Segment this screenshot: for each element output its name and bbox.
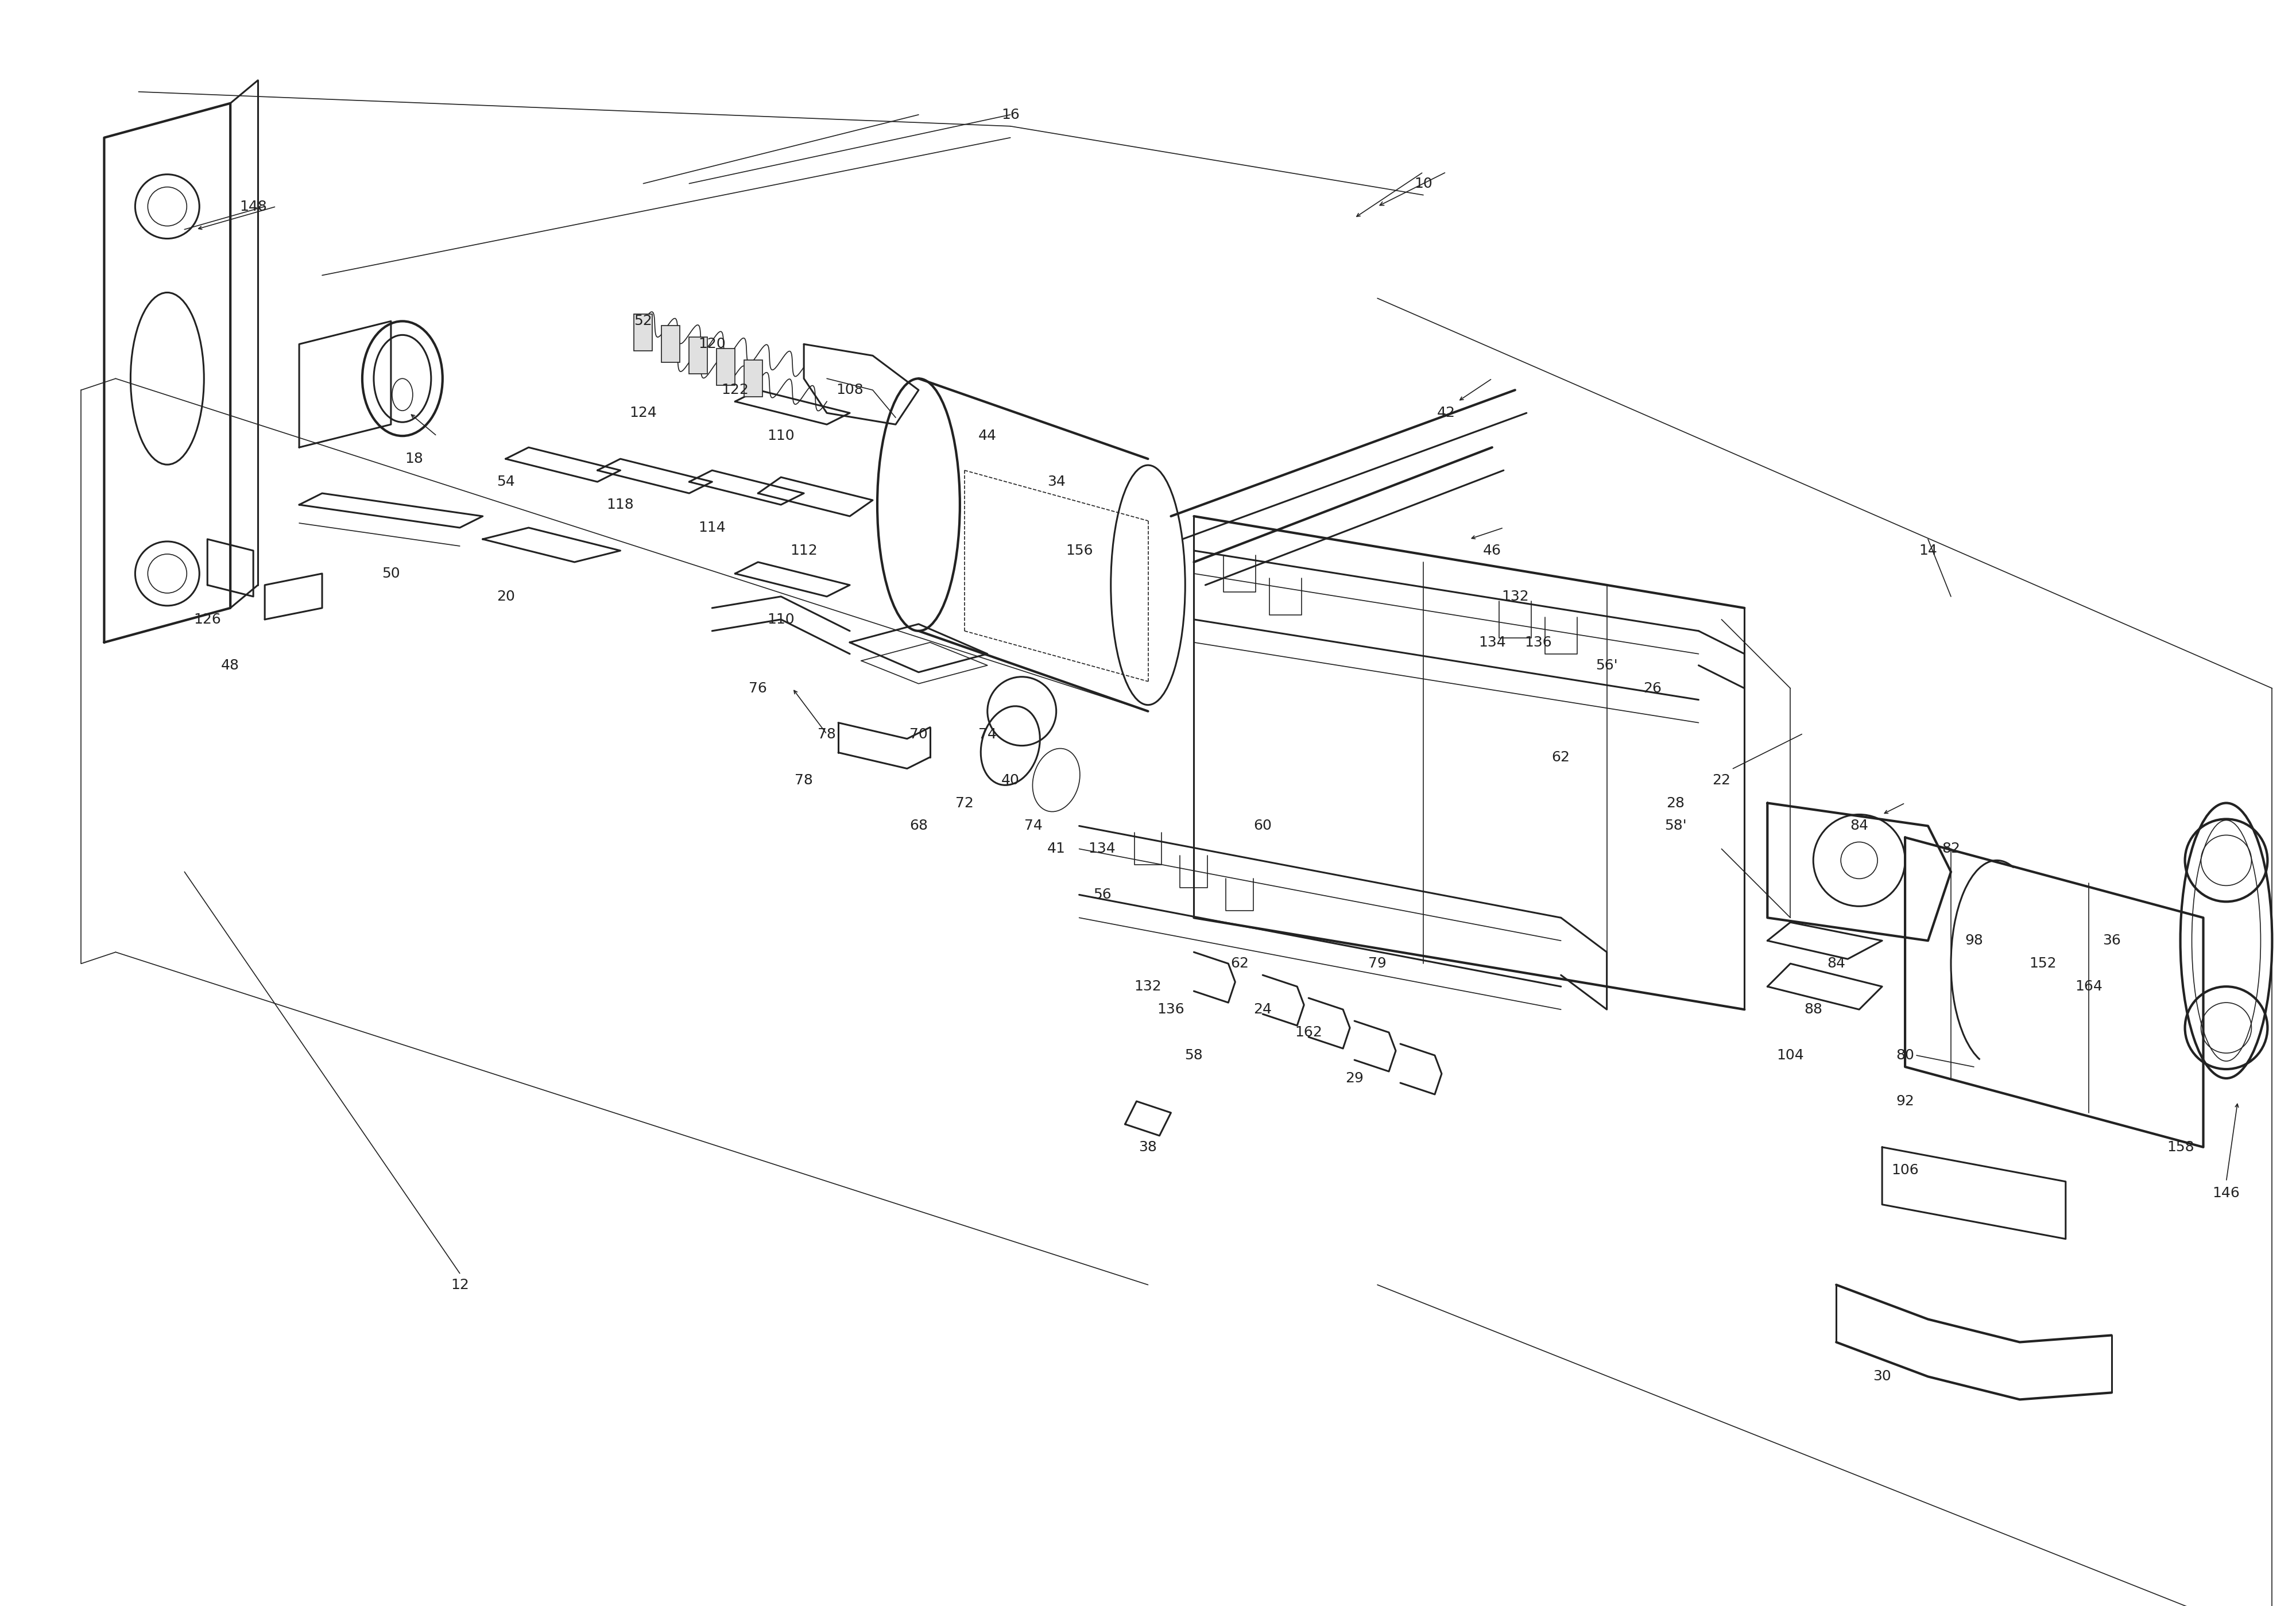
Text: 88: 88 xyxy=(1805,1002,1823,1017)
Text: 20: 20 xyxy=(496,589,514,604)
Text: 72: 72 xyxy=(955,797,974,809)
Text: 30: 30 xyxy=(1874,1370,1892,1383)
Text: 14: 14 xyxy=(1919,544,1938,557)
Text: 78: 78 xyxy=(794,772,813,787)
Text: 56: 56 xyxy=(1093,888,1111,901)
Text: 48: 48 xyxy=(220,658,239,673)
Text: 110: 110 xyxy=(767,429,794,443)
Text: 132: 132 xyxy=(1502,589,1529,604)
Bar xyxy=(634,315,652,352)
Text: 74: 74 xyxy=(978,728,996,740)
Text: 120: 120 xyxy=(698,337,726,352)
Text: 60: 60 xyxy=(1254,819,1272,834)
Text: 148: 148 xyxy=(239,199,266,214)
Text: 80: 80 xyxy=(1896,1049,1915,1062)
Text: 122: 122 xyxy=(721,384,748,397)
Text: 38: 38 xyxy=(1139,1140,1157,1155)
Text: 78: 78 xyxy=(817,728,836,740)
Text: 118: 118 xyxy=(606,498,634,512)
Text: 92: 92 xyxy=(1896,1094,1915,1108)
Text: 12: 12 xyxy=(450,1278,468,1291)
Text: 46: 46 xyxy=(1483,544,1502,557)
Text: 42: 42 xyxy=(1437,406,1456,419)
Text: 164: 164 xyxy=(2076,980,2103,994)
Text: 28: 28 xyxy=(1667,797,1685,809)
Text: 36: 36 xyxy=(2103,933,2122,948)
Text: 82: 82 xyxy=(1942,842,1961,856)
Text: 74: 74 xyxy=(1024,819,1042,834)
Text: 146: 146 xyxy=(2213,1187,2241,1200)
Text: 50: 50 xyxy=(381,567,400,580)
Text: 79: 79 xyxy=(1368,957,1387,970)
Text: 22: 22 xyxy=(1713,772,1731,787)
Text: 10: 10 xyxy=(1414,177,1433,191)
Text: 132: 132 xyxy=(1134,980,1162,994)
Text: 18: 18 xyxy=(404,451,422,466)
Bar xyxy=(744,360,762,397)
Text: 98: 98 xyxy=(1965,933,1984,948)
Text: 70: 70 xyxy=(909,728,928,740)
Text: 52: 52 xyxy=(634,315,652,328)
Text: 40: 40 xyxy=(1001,772,1019,787)
Text: 76: 76 xyxy=(748,681,767,695)
Text: 136: 136 xyxy=(1525,636,1552,649)
Text: 62: 62 xyxy=(1231,957,1249,970)
Text: 54: 54 xyxy=(496,475,514,488)
Text: 158: 158 xyxy=(2167,1140,2195,1155)
Text: 152: 152 xyxy=(2030,957,2057,970)
Text: 104: 104 xyxy=(1777,1049,1805,1062)
Text: 110: 110 xyxy=(767,612,794,626)
Text: 29: 29 xyxy=(1345,1071,1364,1086)
Text: 68: 68 xyxy=(909,819,928,834)
Bar xyxy=(716,349,735,385)
Text: 16: 16 xyxy=(1001,108,1019,122)
Text: 62: 62 xyxy=(1552,750,1570,764)
Bar xyxy=(661,326,680,363)
Text: 124: 124 xyxy=(629,406,657,419)
Text: 126: 126 xyxy=(193,612,220,626)
Text: 58: 58 xyxy=(1185,1049,1203,1062)
Text: 134: 134 xyxy=(1479,636,1506,649)
Text: 34: 34 xyxy=(1047,475,1065,488)
Text: 156: 156 xyxy=(1065,544,1093,557)
Text: 108: 108 xyxy=(836,384,863,397)
Bar xyxy=(689,337,707,374)
Text: 136: 136 xyxy=(1157,1002,1185,1017)
Text: 84: 84 xyxy=(1828,957,1846,970)
Text: 24: 24 xyxy=(1254,1002,1272,1017)
Text: 56': 56' xyxy=(1596,658,1619,673)
Text: 41: 41 xyxy=(1047,842,1065,856)
Text: 112: 112 xyxy=(790,544,817,557)
Text: 84: 84 xyxy=(1851,819,1869,834)
Text: 26: 26 xyxy=(1644,681,1662,695)
Text: 162: 162 xyxy=(1295,1026,1322,1039)
Text: 134: 134 xyxy=(1088,842,1116,856)
Text: 58': 58' xyxy=(1665,819,1688,834)
Text: 106: 106 xyxy=(1892,1163,1919,1177)
Text: 114: 114 xyxy=(698,520,726,535)
Text: 44: 44 xyxy=(978,429,996,443)
